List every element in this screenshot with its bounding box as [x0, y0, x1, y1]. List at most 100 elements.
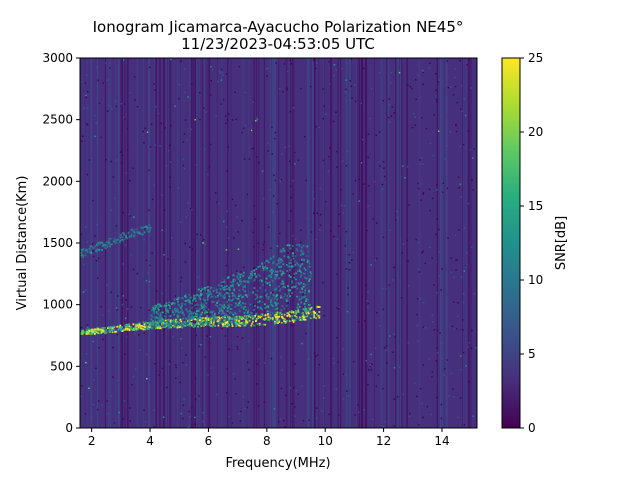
noise-speck [346, 310, 349, 313]
echo-point [217, 295, 219, 298]
noise-stripe [256, 58, 258, 428]
echo-point [200, 304, 203, 306]
echo-point [151, 306, 154, 309]
echo-point [250, 277, 252, 280]
echo-point [152, 322, 154, 325]
noise-speck [463, 98, 465, 100]
echo-point [97, 242, 100, 244]
echo-point [278, 266, 281, 269]
noise-speck [255, 117, 258, 120]
echo-point [274, 288, 276, 291]
noise-speck [315, 355, 317, 358]
echo-point [239, 317, 241, 320]
noise-speck [235, 118, 237, 121]
echo-point [304, 318, 307, 321]
noise-speck [86, 107, 89, 109]
echo-point [115, 241, 118, 244]
echo-point [280, 250, 283, 252]
echo-point [282, 282, 285, 285]
echo-point [245, 308, 248, 311]
echo-point [121, 236, 124, 239]
echo-point [291, 315, 294, 317]
echo-point [302, 312, 304, 314]
echo-point [236, 282, 239, 285]
noise-speck [88, 387, 90, 389]
noise-stripe [166, 58, 168, 428]
echo-point [281, 273, 283, 276]
noise-stripe [285, 58, 288, 428]
echo-point [276, 263, 278, 266]
echo-point [152, 319, 154, 322]
echo-point [176, 315, 179, 318]
noise-speck [129, 215, 131, 217]
echo-point [276, 315, 279, 318]
echo-point [176, 321, 178, 323]
noise-speck [127, 308, 129, 310]
noise-speck [110, 209, 113, 212]
echo-point [274, 322, 276, 325]
echo-point [223, 303, 226, 306]
noise-stripe [169, 58, 172, 428]
noise-speck [115, 159, 118, 161]
echo-point [285, 264, 288, 266]
echo-point [300, 250, 303, 253]
noise-speck [396, 216, 399, 219]
echo-point [233, 278, 236, 281]
echo-point [288, 313, 290, 316]
echo-point [254, 316, 256, 318]
noise-speck [389, 335, 391, 337]
echo-point [160, 317, 163, 319]
echo-point [296, 295, 298, 298]
echo-point [157, 321, 160, 324]
echo-point [90, 252, 93, 254]
noise-speck [292, 179, 294, 182]
echo-point [258, 300, 261, 303]
echo-point [206, 296, 209, 299]
echo-point [125, 326, 127, 328]
echo-point [209, 290, 211, 293]
echo-point [299, 245, 301, 248]
echo-point [105, 329, 108, 331]
echo-point [234, 312, 236, 315]
noise-speck [439, 426, 442, 428]
noise-speck [95, 260, 98, 262]
echo-point [267, 261, 270, 264]
echo-point [302, 314, 305, 317]
echo-point [276, 317, 279, 320]
echo-point [190, 311, 193, 313]
echo-point [114, 240, 117, 243]
noise-speck [328, 83, 331, 85]
noise-speck [420, 199, 422, 202]
noise-speck [441, 191, 444, 194]
noise-stripe [272, 58, 275, 428]
noise-speck [210, 66, 212, 68]
echo-point [135, 228, 138, 231]
echo-point [86, 333, 89, 335]
noise-speck [123, 116, 125, 119]
noise-speck [461, 110, 464, 112]
noise-speck [467, 346, 469, 348]
noise-speck [323, 315, 325, 317]
echo-point [275, 304, 278, 307]
noise-speck [294, 163, 296, 165]
noise-speck [329, 147, 331, 149]
noise-stripe [190, 58, 192, 428]
echo-point [286, 299, 289, 302]
noise-speck [415, 98, 417, 101]
echo-point [230, 285, 233, 287]
echo-point [244, 320, 247, 323]
echo-point [242, 288, 245, 291]
echo-point [288, 310, 291, 313]
echo-point [212, 290, 215, 292]
echo-point [221, 304, 223, 307]
echo-point [265, 277, 268, 280]
echo-point [287, 288, 290, 291]
noise-speck [358, 200, 360, 202]
echo-point [225, 321, 227, 324]
noise-speck [352, 251, 355, 254]
noise-speck [194, 119, 196, 121]
echo-point [228, 312, 231, 315]
echo-point [248, 280, 250, 283]
noise-speck [294, 406, 296, 408]
noise-speck [181, 346, 183, 349]
